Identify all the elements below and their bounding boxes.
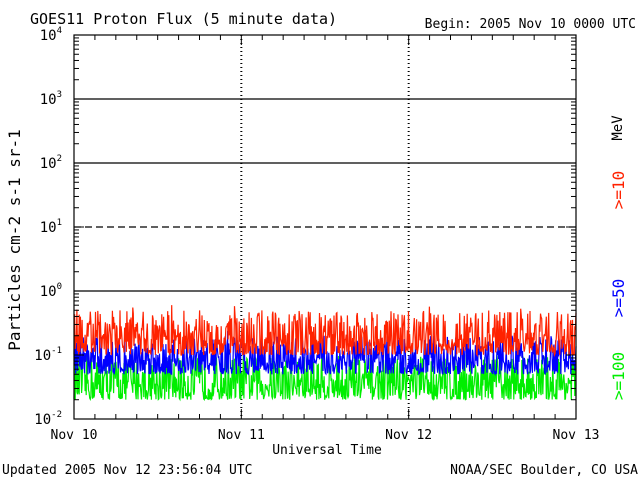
y-tick-exponent: 1 — [57, 218, 62, 228]
x-tick-label: Nov 11 — [218, 428, 265, 443]
y-tick-label: 100 — [40, 282, 62, 300]
data-source: NOAA/SEC Boulder, CO USA — [450, 463, 638, 478]
updated-timestamp: Updated 2005 Nov 12 23:56:04 UTC — [2, 463, 252, 478]
y-tick-exponent: 3 — [57, 90, 62, 100]
legend-series-50: >=50 — [609, 279, 628, 318]
y-tick-base: 10 — [40, 284, 57, 300]
y-tick-exponent: -1 — [51, 346, 62, 356]
y-tick-base: 10 — [40, 220, 57, 236]
y-tick-label: 101 — [40, 218, 62, 236]
data-series — [73, 305, 577, 402]
y-tick-label: 103 — [40, 90, 62, 108]
x-tick-label: Nov 12 — [385, 428, 432, 443]
x-tick-label: Nov 10 — [51, 428, 98, 443]
y-axis-label: Particles cm-2 s-1 sr-1 — [5, 129, 24, 351]
axes — [73, 34, 577, 420]
y-tick-exponent: -2 — [51, 410, 62, 420]
y-tick-label: 104 — [40, 26, 62, 44]
y-tick-base: 10 — [40, 92, 57, 108]
y-tick-base: 10 — [40, 156, 57, 172]
x-tick-labels: Nov 10 Nov 11 Nov 12 Nov 13 — [51, 428, 600, 443]
begin-time: Begin: 2005 Nov 10 0000 UTC — [425, 17, 636, 32]
reference-lines — [74, 98, 576, 292]
y-tick-base: 10 — [40, 28, 57, 44]
y-tick-base: 10 — [34, 412, 51, 428]
legend-series-10: >=10 — [609, 171, 628, 210]
y-tick-exponent: 0 — [57, 282, 62, 292]
y-tick-exponent: 2 — [57, 154, 62, 164]
x-axis-label: Universal Time — [272, 443, 382, 458]
y-tick-label: 10-1 — [34, 346, 62, 364]
y-tick-label: 102 — [40, 154, 62, 172]
series-line — [73, 329, 577, 376]
x-tick-label: Nov 13 — [553, 428, 600, 443]
series-line — [73, 354, 577, 402]
legend-series-100: >=100 — [609, 352, 628, 400]
y-tick-exponent: 4 — [57, 26, 62, 36]
y-tick-label: 10-2 — [34, 410, 62, 428]
legend-unit: MeV — [610, 115, 626, 141]
chart-title: GOES11 Proton Flux (5 minute data) — [30, 10, 337, 28]
y-tick-base: 10 — [34, 348, 51, 364]
series-line — [73, 305, 577, 358]
